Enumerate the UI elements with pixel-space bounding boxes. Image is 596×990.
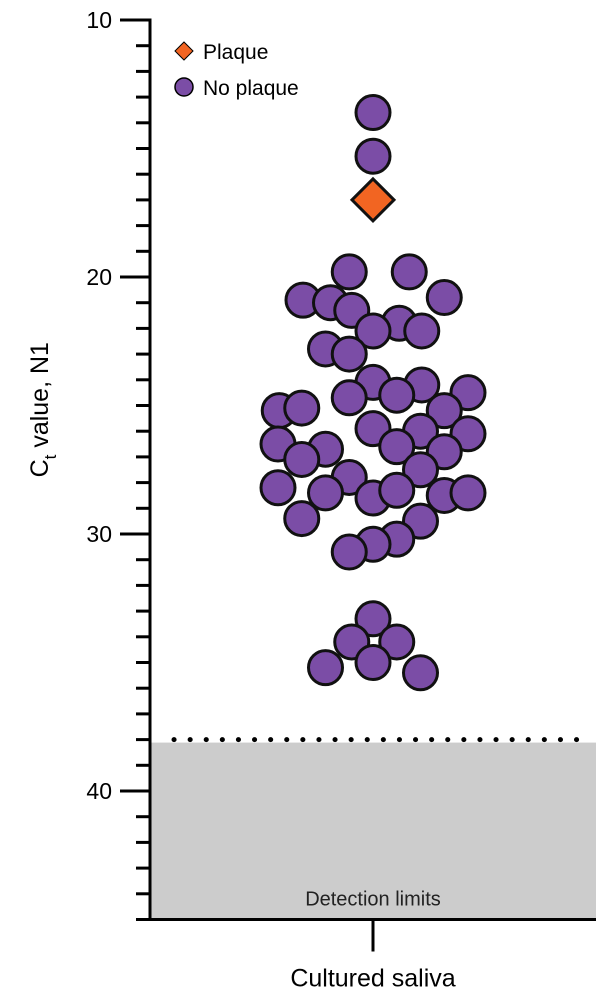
no-plaque-point bbox=[425, 279, 463, 317]
no-plaque-point bbox=[330, 253, 368, 291]
y-axis-label-subscript: t bbox=[41, 454, 60, 459]
no-plaque-point bbox=[354, 94, 392, 132]
no-plaque-point bbox=[283, 440, 321, 478]
y-axis-label: Ct value, N1 bbox=[26, 342, 60, 477]
legend-no-plaque-marker-icon bbox=[174, 77, 194, 97]
no-plaque-point bbox=[378, 471, 416, 509]
detection-limit-region bbox=[150, 742, 596, 920]
data-points bbox=[259, 94, 487, 692]
plaque-point bbox=[349, 176, 397, 224]
no-plaque-point bbox=[354, 644, 392, 681]
y-axis-tick-labels: 10 20 30 40 bbox=[86, 7, 112, 804]
no-plaque-point bbox=[378, 376, 416, 414]
x-axis-label: Cultured saliva bbox=[290, 965, 455, 990]
no-plaque-point bbox=[378, 623, 416, 661]
no-plaque-point bbox=[283, 500, 321, 538]
no-plaque-point bbox=[283, 389, 321, 427]
legend-label-plaque: Plaque bbox=[203, 41, 268, 64]
legend-label-no-plaque: No plaque bbox=[203, 77, 299, 100]
detection-limit-label: Detection limits bbox=[305, 889, 441, 911]
no-plaque-point bbox=[390, 253, 428, 291]
no-plaque-point bbox=[354, 312, 392, 350]
no-plaque-point bbox=[354, 137, 392, 175]
no-plaque-point bbox=[402, 451, 439, 489]
no-plaque-point bbox=[330, 335, 368, 373]
y-axis-label-main: C bbox=[26, 459, 54, 477]
no-plaque-point bbox=[330, 533, 368, 571]
y-axis-ticks bbox=[120, 18, 150, 921]
no-plaque-point bbox=[307, 649, 344, 687]
no-plaque-point bbox=[425, 392, 463, 430]
y-axis-label-rest: value, N1 bbox=[26, 342, 54, 455]
no-plaque-point bbox=[402, 654, 439, 692]
y-tick-label: 20 bbox=[86, 264, 112, 290]
no-plaque-point bbox=[354, 600, 392, 638]
no-plaque-point bbox=[449, 474, 487, 512]
no-plaque-point bbox=[330, 379, 368, 417]
no-plaque-point bbox=[403, 312, 441, 350]
legend-plaque-marker-icon bbox=[174, 41, 194, 61]
no-plaque-point bbox=[307, 474, 344, 512]
no-plaque-point bbox=[259, 469, 297, 507]
y-tick-label: 10 bbox=[86, 7, 112, 33]
legend: Plaque No plaque bbox=[174, 41, 299, 100]
y-tick-label: 30 bbox=[86, 521, 112, 547]
no-plaque-point bbox=[378, 428, 416, 466]
y-tick-label: 40 bbox=[86, 778, 112, 804]
